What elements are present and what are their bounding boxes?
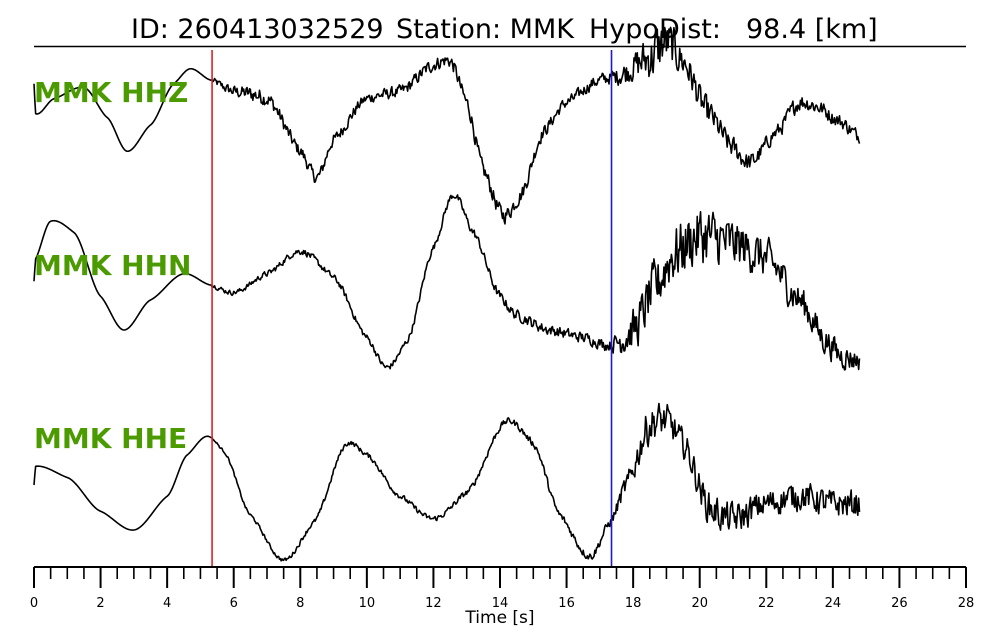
tick-label: 2 xyxy=(96,596,104,611)
tick-label: 18 xyxy=(625,596,642,611)
station-text: Station: MMK xyxy=(396,14,575,45)
trace-label-2: MMK HHE xyxy=(34,422,187,455)
trace-label-1: MMK HHN xyxy=(34,249,191,282)
tick-label: 10 xyxy=(359,596,376,611)
waveform-traces xyxy=(33,26,861,562)
tick-label: 0 xyxy=(30,596,38,611)
figure-title: ID: 260413032529 Station: MMK HypoDist: … xyxy=(131,14,878,45)
tick-label: 28 xyxy=(958,596,975,611)
tick-label: 24 xyxy=(825,596,842,611)
trace-line-0 xyxy=(33,26,861,225)
phase-picks xyxy=(211,50,613,567)
trace-line-1 xyxy=(33,194,861,371)
tick-label: 8 xyxy=(296,596,304,611)
tick-label: 14 xyxy=(492,596,509,611)
tick-label: 6 xyxy=(230,596,238,611)
trace-label-0: MMK HHZ xyxy=(34,76,188,109)
tick-label: 16 xyxy=(558,596,575,611)
tick-label: 22 xyxy=(758,596,775,611)
hypodist-value: 98.4 [km] xyxy=(746,14,878,45)
tick-label: 12 xyxy=(425,596,442,611)
x-axis-label: Time [s] xyxy=(464,608,534,628)
tick-label: 26 xyxy=(891,596,908,611)
trace-labels: MMK HHZ MMK HHN MMK HHE xyxy=(34,76,191,455)
tick-label: 20 xyxy=(691,596,708,611)
tick-label: 4 xyxy=(163,596,171,611)
event-id-text: ID: 260413032529 xyxy=(131,14,384,45)
trace-line-2 xyxy=(33,402,861,562)
